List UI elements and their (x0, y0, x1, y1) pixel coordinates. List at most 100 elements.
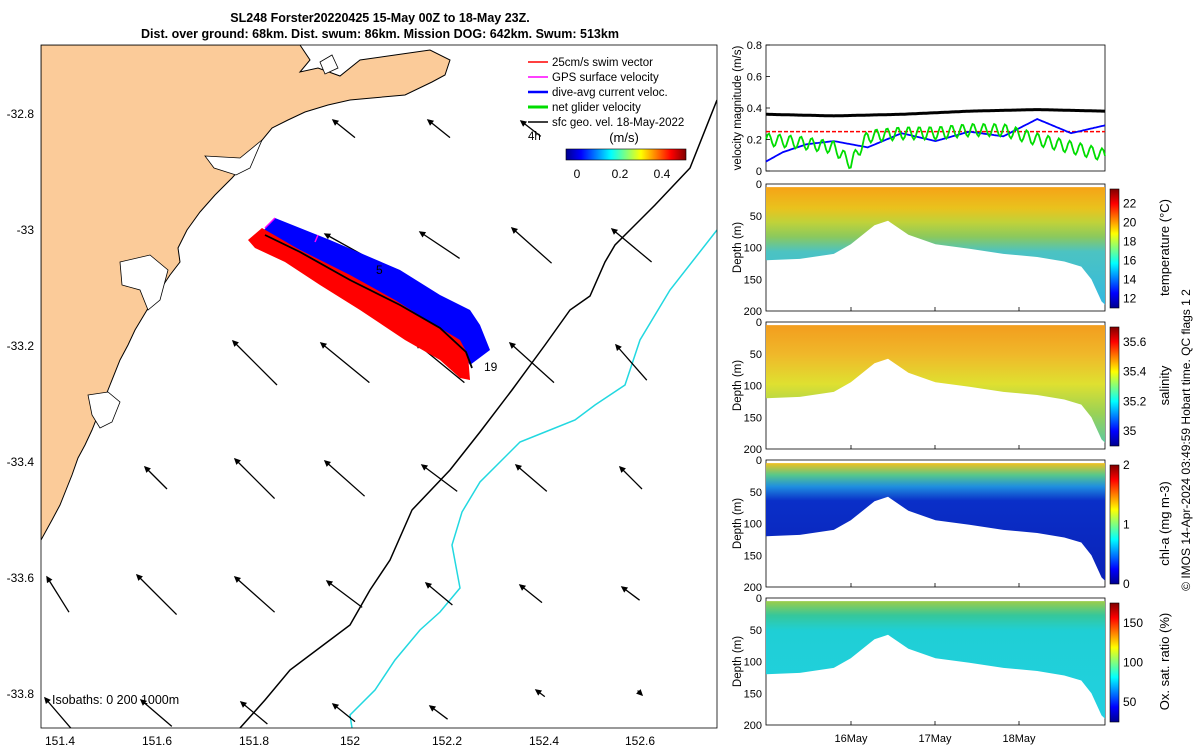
map-time-label: 4h (528, 131, 541, 143)
velocity-arrow (636, 689, 644, 697)
map-lat-tick: -33.2 (7, 339, 35, 353)
map-lon-tick: 152.2 (432, 734, 462, 748)
depth-tick-label: 100 (744, 381, 762, 393)
velocity-arrow (420, 464, 458, 492)
map-colorbar-tick: 0.2 (612, 167, 629, 181)
velocity-arrow (610, 228, 653, 263)
velocity-ytick-label: 0.4 (747, 103, 762, 115)
velocity-arrow (424, 582, 453, 606)
colorbar-tick-label: 16 (1123, 253, 1137, 267)
isobath-1000m (349, 229, 717, 728)
depth-tick-label: 50 (750, 211, 762, 223)
map-lat-tick: -33.8 (7, 687, 35, 701)
temperature-panel: 0 50 100 150 200 Depth (m) 12 14 16 18 20 22 tempera… (732, 179, 1172, 318)
velocity-arrow (428, 705, 448, 720)
velocity-arrow (46, 575, 70, 613)
section-data-field (766, 463, 1105, 581)
salinity-panel: 0 50 100 150 200 Depth (m) 35 35.2 35.4 35.6 salin… (732, 317, 1172, 456)
section-data-field (766, 601, 1105, 719)
depth-tick-label: 200 (744, 306, 762, 318)
legend-label: net glider velocity (552, 102, 641, 114)
velocity-panel: 0 0.2 0.4 0.6 0.8 velocity magnitude (m/s) (732, 40, 1106, 178)
map-lon-tick: 152.6 (625, 734, 655, 748)
depth-axis-label: Depth (m) (732, 360, 744, 411)
map-lat-tick: -33.4 (7, 455, 35, 469)
time-axis: 16May 17May 18May (834, 733, 1036, 745)
colorbar-tick-label: 18 (1123, 234, 1137, 248)
colorbar-label: temperature (°C) (1157, 199, 1172, 296)
oxygen-panel: 0 50 100 150 200 Depth (m) 50 100 150 Ox. sat. ra… (732, 593, 1172, 732)
velocity-arrow (44, 696, 72, 728)
colorbar-tick-label: 150 (1123, 616, 1143, 630)
map-colorbar-label: (m/s) (609, 130, 639, 145)
sfc-velocity-vectors (44, 119, 653, 728)
velocity-ylabel: velocity magnitude (m/s) (732, 46, 744, 171)
isobaths-label: Isobaths: 0 200 1000m (52, 693, 179, 707)
velocity-ytick-label: 0.2 (747, 135, 762, 147)
velocity-arrow (325, 580, 363, 608)
map-colorbar (565, 148, 687, 161)
depth-tick-label: 50 (750, 625, 762, 637)
map-lat-tick: -32.8 (7, 107, 35, 121)
track-label-end: 19 (484, 360, 498, 374)
velocity-arrow (231, 339, 278, 386)
velocity-arrow (331, 119, 356, 139)
depth-tick-label: 200 (744, 582, 762, 594)
velocity-arrow (510, 227, 553, 264)
depth-tick-label: 50 (750, 349, 762, 361)
time-tick: 17May (918, 733, 952, 745)
gps-velocity-arrow (264, 217, 276, 229)
velocity-yticks: 0 0.2 0.4 0.6 0.8 (747, 40, 770, 178)
colorbar-label: salinity (1157, 365, 1172, 405)
section-colorbar (1109, 464, 1120, 585)
velocity-arrow (135, 573, 178, 616)
time-tick: 18May (1002, 733, 1036, 745)
gps-velocity-arrow (314, 234, 319, 243)
depth-tick-label: 200 (744, 444, 762, 456)
velocity-arrow (508, 342, 555, 384)
map-lon-tick: 151.4 (45, 734, 75, 748)
velocity-arrow (514, 464, 548, 492)
track-line (264, 234, 473, 369)
depth-tick-label: 0 (756, 455, 762, 467)
depth-tick-label: 0 (756, 179, 762, 191)
velocity-arrow (139, 699, 173, 727)
map-lon-tick: 152.4 (529, 734, 559, 748)
map-lat-tick: -33 (17, 223, 35, 237)
depth-axis-label: Depth (m) (732, 498, 744, 549)
depth-tick-label: 200 (744, 720, 762, 732)
lake-shape (87, 391, 121, 429)
velocity-arrow (239, 701, 268, 725)
velocity-arrow (143, 465, 168, 490)
velocity-arrow (233, 457, 276, 500)
colorbar-tick-label: 12 (1123, 291, 1137, 305)
depth-tick-label: 50 (750, 487, 762, 499)
depth-tick-label: 100 (744, 657, 762, 669)
depth-tick-label: 100 (744, 243, 762, 255)
depth-tick-label: 150 (744, 688, 762, 700)
velocity-arrow (426, 119, 451, 139)
velocity-arrow (518, 584, 543, 604)
velocity-arrow (331, 703, 356, 723)
depth-tick-label: 150 (744, 412, 762, 424)
velocity-series-line (765, 117, 1106, 163)
map-legend: 25cm/s swim vector GPS surface velocity … (528, 57, 684, 143)
map-colorbar-tick: 0 (574, 167, 581, 181)
map-frame (40, 44, 718, 729)
swim-vector-swath (248, 228, 470, 380)
section-colorbar (1109, 602, 1120, 723)
colorbar-tick-label: 35.6 (1123, 335, 1147, 349)
chlorophyll-panel: 0 50 100 150 200 Depth (m) 0 1 2 chl-a (mg m-3) (732, 455, 1172, 594)
velocity-ytick-label: 0 (756, 166, 762, 178)
legend-label: dive-avg current veloc. (552, 87, 668, 99)
side-caption: © IMOS 14-Apr-2024 03:49:59 Hobart time.… (1179, 289, 1193, 591)
depth-axis-label: Depth (m) (732, 636, 744, 687)
depth-tick-label: 150 (744, 550, 762, 562)
map-lat-tick: -33.6 (7, 571, 35, 585)
colorbar-tick-label: 22 (1123, 196, 1137, 210)
colorbar-tick-label: 100 (1123, 656, 1143, 670)
depth-tick-label: 0 (756, 317, 762, 329)
time-tick: 16May (834, 733, 868, 745)
velocity-arrow (519, 120, 542, 137)
